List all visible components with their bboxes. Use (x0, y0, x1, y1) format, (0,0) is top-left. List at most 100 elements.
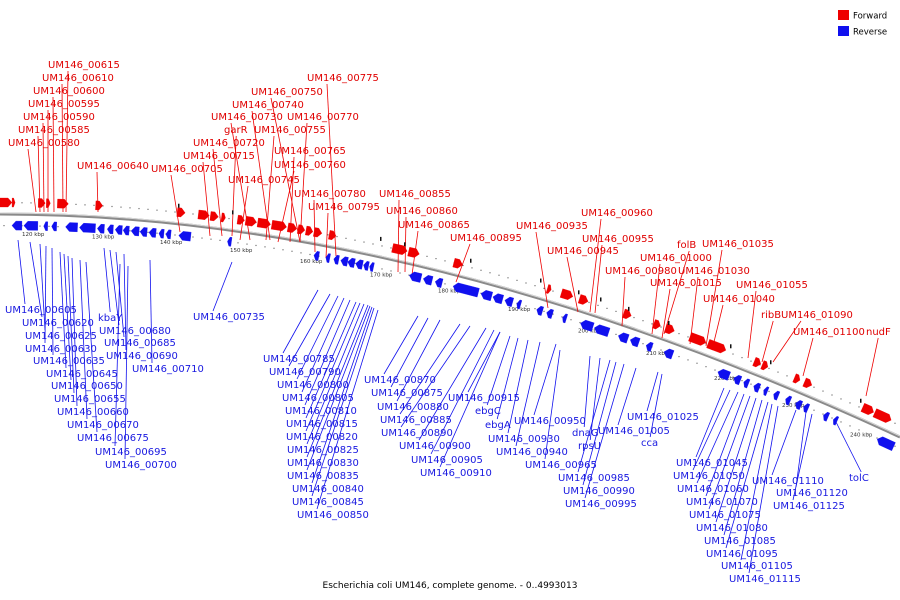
tick-dot (570, 319, 572, 321)
tick-dot (255, 244, 257, 247)
reverse-gene-arrow (369, 262, 375, 272)
tick-dot (246, 243, 248, 245)
legend-forward-label: Forward (853, 12, 887, 22)
tick-label: 130 kbp (92, 235, 115, 241)
gene-label-um146_00945: UM146_00945 (547, 246, 619, 257)
reverse-gene-arrow (435, 277, 444, 288)
tick-dot (318, 255, 320, 257)
tick-dot (381, 268, 383, 270)
reverse-gene-arrow (114, 225, 123, 235)
reverse-leader-line (646, 371, 659, 412)
gene-label-um146_01055: UM146_01055 (736, 280, 808, 291)
reverse-leader-line (79, 259, 88, 420)
reverse-gene-arrow (227, 237, 233, 247)
tick-dot (741, 356, 743, 359)
tick-label: 240 kbp (850, 432, 873, 438)
forward-gene-arrow (559, 288, 574, 300)
reverse-leader-line (29, 241, 43, 318)
tick-dot (300, 252, 302, 254)
legend: Forward Reverse (838, 10, 887, 38)
reverse-leader-line (103, 247, 111, 313)
reverse-leader-line (507, 339, 529, 434)
tick-dot (759, 387, 761, 389)
gene-label-um146_00870: UM146_00870 (364, 375, 436, 386)
gene-label-um146_00930: UM146_00930 (488, 434, 560, 445)
forward-leader-line (772, 320, 802, 363)
tick-label: 120 kbp (22, 232, 45, 238)
gene-label-um146_00940: UM146_00940 (496, 447, 568, 458)
reverse-gene-arrow (803, 403, 811, 413)
forward-gene-arrow (688, 332, 707, 346)
forward-leader-line (589, 218, 602, 313)
forward-gene-arrow (577, 294, 589, 305)
reverse-gene-arrow (347, 257, 356, 268)
reverse-leader-line (496, 337, 519, 420)
reverse-leader-line (486, 335, 511, 406)
gene-label-um146_00605: UM146_00605 (5, 305, 77, 316)
tick-dot (543, 310, 545, 312)
gene-label-um146_00895: UM146_00895 (450, 233, 522, 244)
gene-label-um146_00695: UM146_00695 (95, 447, 167, 458)
genome-backbone-highlight (0, 212, 900, 437)
gene-label-um146_00890: UM146_00890 (381, 428, 453, 439)
reverse-gene-arrow (594, 324, 611, 337)
reverse-leader-line (589, 357, 601, 441)
forward-leader-line (325, 212, 329, 259)
forward-gene-arrow (0, 197, 13, 208)
tick-dot (156, 232, 158, 234)
tick-dot (615, 333, 617, 335)
gene-label-um146_00600: UM146_00600 (33, 86, 105, 97)
tick-dot (642, 320, 644, 322)
reverse-gene-arrow (65, 222, 78, 232)
forward-leader-line (802, 337, 814, 377)
reverse-leader-line (390, 317, 429, 388)
gene-label-um146_00740: UM146_00740 (232, 100, 304, 111)
reverse-gene-arrow (546, 308, 554, 319)
reverse-leader-line (288, 293, 331, 367)
tick-dot (741, 379, 743, 382)
tick-dot (210, 238, 212, 240)
tick-dot (57, 226, 59, 228)
feature-mark (668, 320, 670, 325)
reverse-leader-line (430, 329, 495, 455)
tick-dot (426, 255, 428, 257)
tick-dot (192, 213, 194, 215)
forward-gene-arrow (802, 377, 813, 388)
forward-leader-line (270, 97, 301, 243)
tick-label: 200 kbp (578, 328, 601, 334)
reverse-leader-line (301, 297, 345, 393)
forward-leader-line (27, 148, 37, 213)
reverse-leader-line (109, 249, 120, 326)
tick-dot (660, 349, 662, 351)
tick-dot (3, 225, 5, 227)
reverse-leader-line (396, 319, 441, 402)
gene-label-um146_01075: UM146_01075 (689, 510, 761, 521)
reverse-leader-line (71, 257, 78, 407)
forward-gene-arrow (297, 224, 306, 235)
gene-label-um146_00875: UM146_00875 (371, 388, 443, 399)
gene-label-um146_00790: UM146_00790 (269, 367, 341, 378)
gene-label-um146_00965: UM146_00965 (525, 460, 597, 471)
tick-dot (480, 269, 482, 271)
feature-mark (860, 398, 862, 403)
reverse-leader-line (771, 409, 797, 476)
reverse-gene-arrow (11, 220, 23, 231)
forward-leader-line (313, 199, 316, 253)
tick-dot (264, 246, 266, 248)
reverse-gene-arrow (158, 228, 165, 239)
tick-dot (336, 235, 338, 238)
reverse-leader-line (311, 306, 373, 484)
gene-label-kbay: kbaY (98, 313, 123, 324)
tick-dot (21, 202, 23, 204)
tick-dot (732, 376, 734, 378)
tick-dot (462, 264, 464, 267)
reverse-gene-arrow (562, 313, 568, 324)
tick-dot (309, 253, 311, 256)
gene-label-um146_00700: UM146_00700 (105, 460, 177, 471)
forward-leader-line (663, 250, 690, 335)
reverse-leader-line (51, 247, 54, 356)
tick-dot (39, 225, 41, 227)
forward-leader-line (566, 256, 579, 313)
tick-dot (30, 202, 32, 204)
gene-label-um146_00785: UM146_00785 (263, 354, 335, 365)
